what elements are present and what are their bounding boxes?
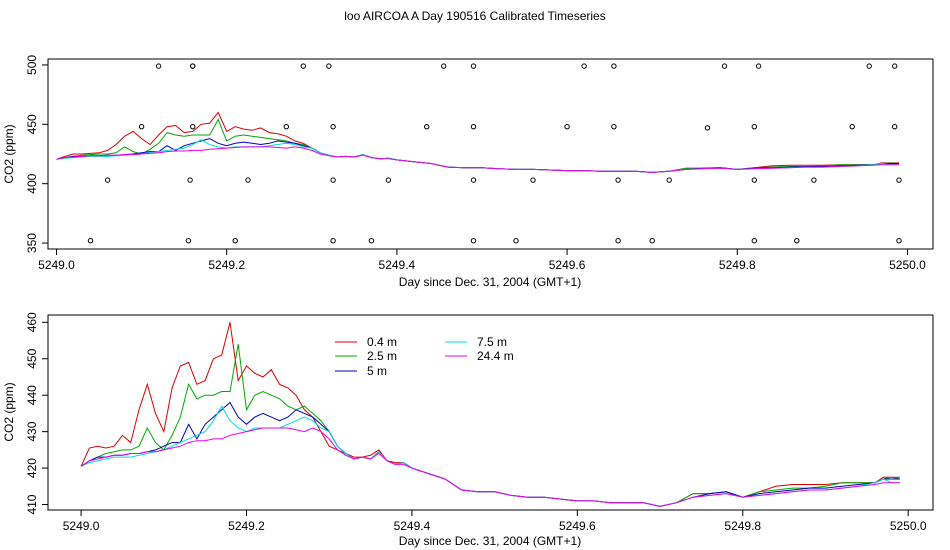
top-y-tick-label: 450 — [25, 114, 39, 134]
top-scatter-point — [751, 177, 757, 183]
bottom-y-tick-label: 430 — [25, 421, 39, 441]
top-plot-frame — [47, 58, 934, 250]
top-scatter-point — [564, 124, 570, 130]
bottom-x-axis-label: Day since Dec. 31, 2004 (GMT+1) — [399, 534, 581, 548]
top-scatter-point — [866, 63, 872, 69]
series-line-2-5-m — [80, 344, 901, 507]
top-scatter-point — [704, 125, 711, 131]
bottom-y-tick-label: 460 — [25, 312, 39, 332]
bottom-x-tick-label: 5249.6 — [559, 519, 596, 533]
top-y-tick-label: 400 — [25, 173, 39, 193]
top-scatter-point — [187, 177, 193, 183]
top-scatter-point — [751, 124, 757, 130]
top-scatter-point — [185, 238, 192, 244]
top-scatter-point — [811, 177, 817, 183]
top-scatter-point — [513, 238, 519, 244]
bottom-x-tick-label: 5249.0 — [63, 519, 100, 533]
top-scatter-point — [892, 124, 898, 130]
top-scatter-point — [155, 63, 162, 69]
top-panel: 5249.0 5249.2 5249.4 5249.6 5249.8 5250.0 350 4… — [2, 55, 934, 289]
legend-label: 2.5 m — [367, 349, 397, 363]
legend-label: 5 m — [367, 364, 387, 378]
top-x-tick-label: 5249.0 — [38, 258, 75, 272]
bottom-x-tick-label: 5250.0 — [890, 519, 927, 533]
top-scatter-point — [470, 63, 477, 69]
series-line-24-4-m — [80, 427, 900, 507]
series-line-5-m — [80, 401, 900, 507]
top-scatter-point — [755, 63, 762, 69]
bottom-x-tick-label: 5249.4 — [394, 519, 431, 533]
top-scatter-point — [849, 124, 855, 130]
bottom-y-tick-label: 440 — [25, 385, 39, 405]
top-scatter-point — [896, 177, 902, 183]
bottom-y-tick-label: 420 — [25, 458, 39, 478]
top-series-line — [56, 146, 899, 173]
bottom-x-tick-label: 5249.8 — [724, 519, 761, 533]
top-series-line — [56, 111, 899, 173]
top-scatter-point — [896, 238, 902, 244]
top-scatter-point — [330, 238, 336, 244]
top-x-tick-label: 5249.6 — [549, 258, 586, 272]
top-x-tick-label: 5249.4 — [379, 258, 416, 272]
bottom-x-tick-label: 5249.2 — [228, 519, 265, 533]
top-scatter-point — [615, 238, 621, 244]
bottom-y-axis-label: CO2 (ppm) — [2, 382, 16, 441]
top-x-tick-label: 5249.8 — [719, 258, 756, 272]
top-scatter-point — [581, 63, 587, 69]
top-y-tick-label: 500 — [25, 55, 39, 75]
top-scatter-point — [283, 124, 289, 130]
top-scatter-point — [470, 177, 477, 183]
top-scatter-point — [190, 124, 196, 130]
top-scatter-point — [751, 238, 757, 244]
top-scatter-point — [300, 63, 306, 69]
top-y-axis-label: CO2 (ppm) — [2, 124, 16, 183]
top-scatter-point — [326, 63, 332, 69]
top-x-tick-label: 5249.2 — [208, 258, 245, 272]
top-scatter-point — [368, 238, 375, 244]
bottom-y-tick-label: 450 — [25, 348, 39, 368]
top-scatter-point — [330, 124, 336, 130]
top-scatter-point — [87, 238, 94, 244]
top-scatter-point — [530, 177, 536, 183]
top-scatter-point — [330, 177, 336, 183]
top-scatter-point — [666, 177, 672, 183]
top-scatter-point — [470, 124, 477, 130]
top-scatter-point — [245, 177, 251, 183]
bottom-y-tick-label: 410 — [25, 494, 39, 514]
top-scatter-point — [794, 238, 800, 244]
top-y-tick-label: 350 — [25, 233, 39, 253]
top-x-axis-label: Day since Dec. 31, 2004 (GMT+1) — [399, 275, 581, 289]
top-scatter-point — [104, 177, 111, 183]
top-scatter-point — [385, 177, 392, 183]
legend-label: 24.4 m — [477, 349, 514, 363]
top-scatter-point — [424, 124, 430, 130]
top-scatter-point — [721, 63, 728, 69]
bottom-plot-frame — [47, 314, 934, 511]
top-scatter-point — [649, 238, 655, 244]
figure-title: loo AIRCOA A Day 190516 Calibrated Times… — [344, 9, 605, 23]
bottom-panel: 5249.0 5249.2 5249.4 5249.6 5249.8 5250.0 410 4… — [2, 312, 934, 548]
top-scatter-point — [138, 124, 145, 130]
legend-label: 0.4 m — [367, 335, 397, 349]
top-scatter-point — [232, 238, 238, 244]
top-scatter-point — [190, 63, 196, 69]
top-scatter-point — [892, 63, 898, 69]
top-scatter-point — [441, 63, 447, 69]
legend: 0.4 m2.5 m5 m 7.5 m24.4 m — [335, 335, 514, 378]
top-scatter-point — [611, 124, 617, 130]
top-x-tick-label: 5250.0 — [889, 258, 926, 272]
top-scatter-point — [615, 177, 621, 183]
top-scatter-point — [611, 63, 617, 69]
top-scatter-point — [470, 238, 477, 244]
legend-label: 7.5 m — [477, 335, 507, 349]
